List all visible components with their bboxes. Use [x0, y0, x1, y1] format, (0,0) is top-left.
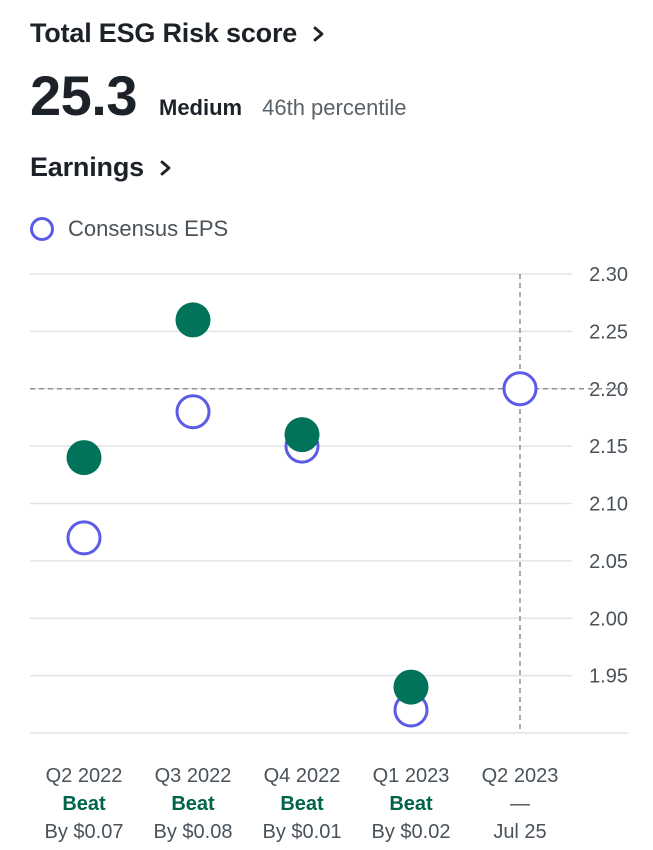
x-category-label: Q4 2022	[264, 765, 341, 787]
y-tick-label: 2.30	[589, 264, 628, 286]
y-tick-label: 2.05	[589, 551, 628, 573]
earnings-detail-label: By $0.02	[372, 821, 451, 843]
esg-percentile: 46th percentile	[262, 95, 407, 120]
esg-score-value: 25.3	[30, 64, 138, 127]
earnings-result-label: —	[510, 793, 530, 815]
chart-legend: Consensus EPS	[30, 216, 228, 242]
y-tick-label: 2.15	[589, 436, 628, 458]
hollow-circle-icon	[30, 217, 54, 241]
actual-eps-point	[175, 302, 211, 338]
earnings-result-label: Beat	[280, 793, 324, 815]
earnings-result-label: Beat	[389, 793, 433, 815]
esg-risk-level: Medium	[159, 95, 243, 120]
consensus-eps-point	[175, 394, 211, 430]
earnings-detail-label: By $0.08	[154, 821, 233, 843]
esg-section-title: Total ESG Risk score	[30, 18, 298, 48]
esg-score-row: 25.3 Medium 46th percentile	[30, 68, 406, 124]
actual-eps-point	[284, 417, 320, 453]
x-category-label: Q3 2022	[155, 765, 232, 787]
y-tick-label: 2.20	[589, 379, 628, 401]
chevron-right-icon	[158, 160, 174, 176]
earnings-detail-label: Jul 25	[493, 821, 546, 843]
y-tick-label: 2.10	[589, 494, 628, 516]
earnings-detail-label: By $0.07	[45, 821, 124, 843]
esg-risk-score-link[interactable]: Total ESG Risk score	[30, 18, 327, 49]
earnings-chart: 2.30 2.25 2.20 2.15 2.10 2.05 2.00 1.95 Q2 2022 B…	[30, 264, 628, 843]
earnings-link[interactable]: Earnings	[30, 152, 174, 183]
earnings-result-label: Beat	[171, 793, 215, 815]
legend-label-consensus: Consensus EPS	[68, 216, 229, 241]
y-tick-label: 1.95	[589, 666, 628, 688]
earnings-section-title: Earnings	[30, 152, 144, 182]
x-category-label: Q1 2023	[373, 765, 450, 787]
consensus-eps-point	[66, 520, 102, 556]
actual-eps-point	[393, 669, 429, 705]
x-category-label: Q2 2023	[482, 765, 559, 787]
y-tick-label: 2.00	[589, 608, 628, 630]
actual-eps-point	[66, 440, 102, 476]
earnings-result-label: Beat	[62, 793, 106, 815]
consensus-eps-point	[502, 371, 538, 407]
x-category-label: Q2 2022	[46, 765, 123, 787]
y-tick-label: 2.25	[589, 321, 628, 343]
chevron-right-icon	[311, 26, 327, 42]
earnings-detail-label: By $0.01	[263, 821, 342, 843]
